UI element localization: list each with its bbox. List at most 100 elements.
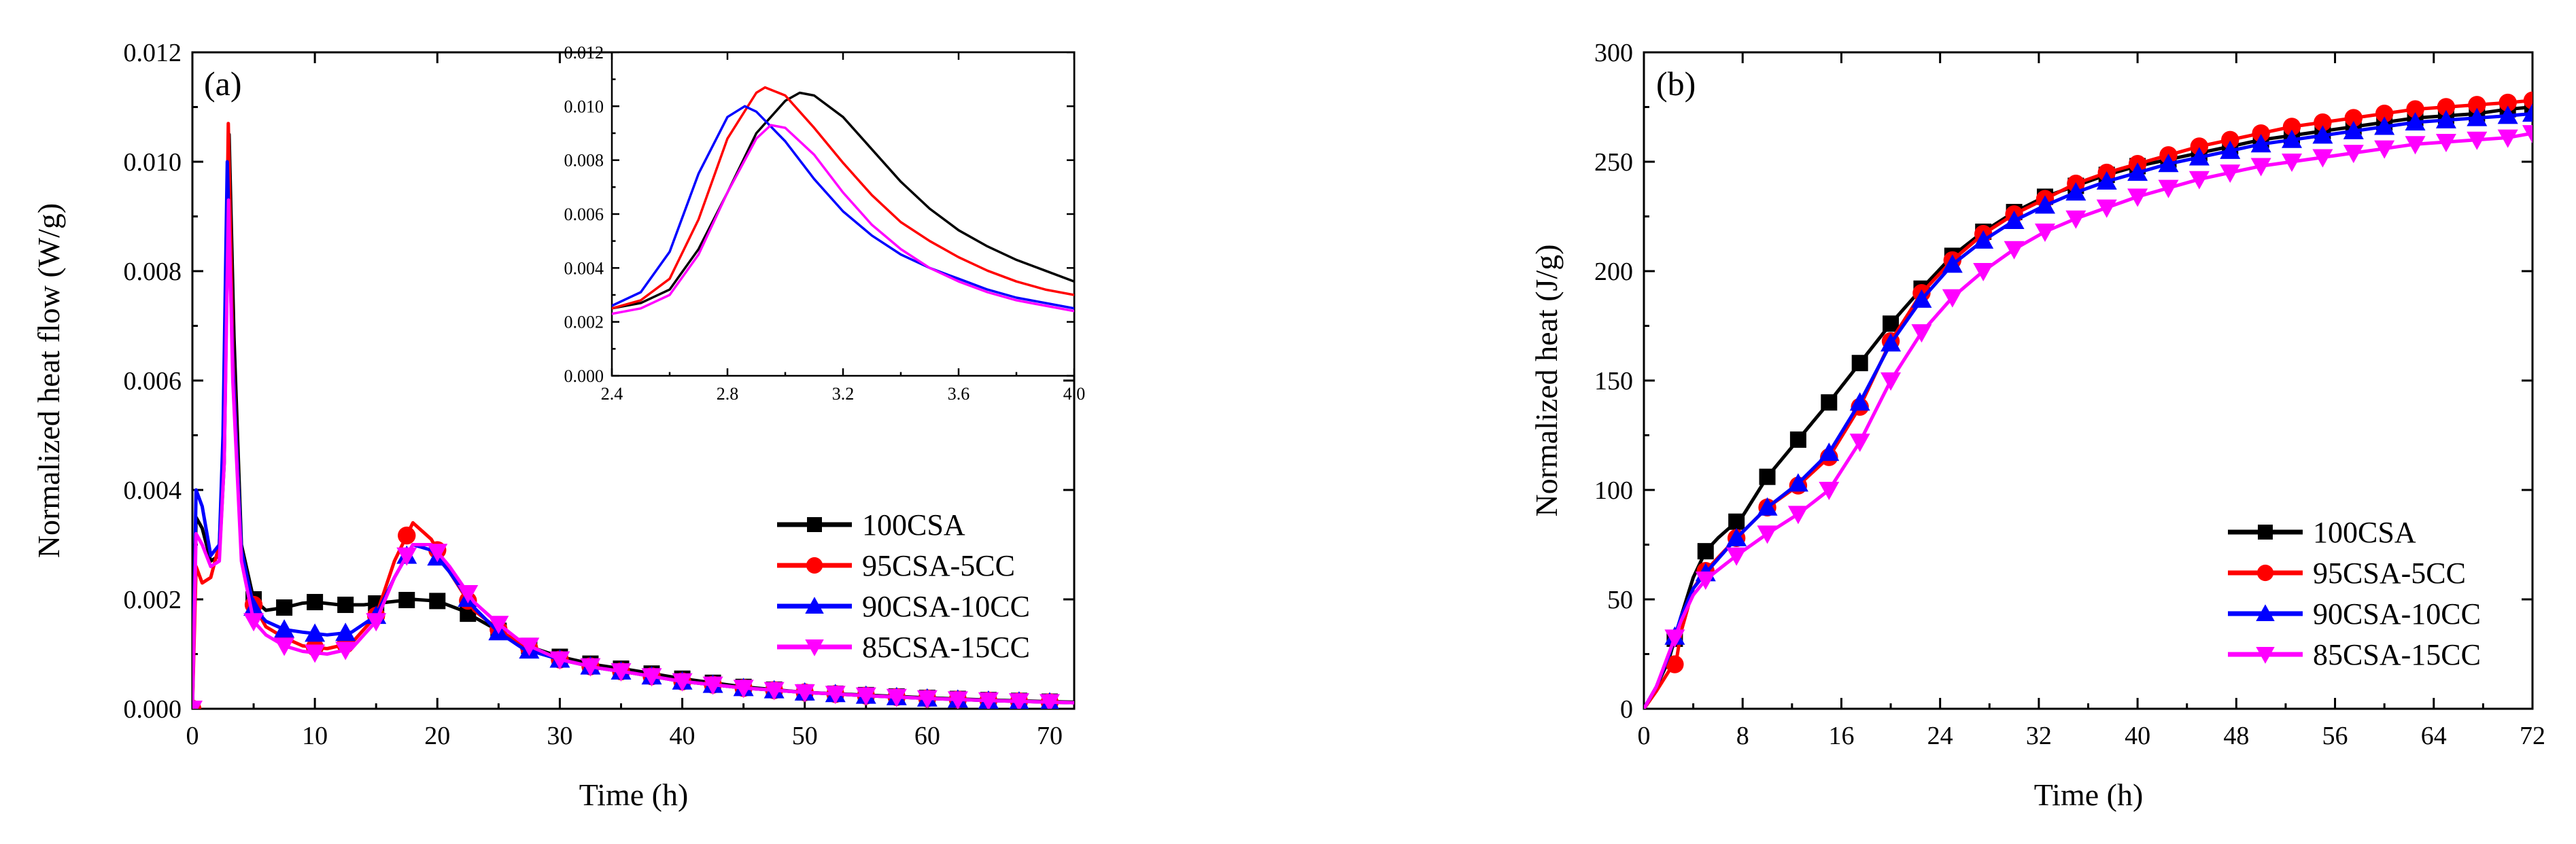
panel-a-point-85CSA-15CC xyxy=(488,616,509,635)
panel-b-point-100CSA xyxy=(1851,355,1868,372)
panel-b-point-90CSA-10CC xyxy=(1819,442,1840,461)
panel-b-x-tick-label: 64 xyxy=(2421,722,2447,750)
panel-b-point-90CSA-10CC xyxy=(2497,105,2518,124)
panel-b-cumulative-heat-chart: 0 8 16 24 32 40 48 56 64 72 0 50 100 150 200 250 300 (b)… xyxy=(1529,39,2545,812)
panel-b-point-90CSA-10CC xyxy=(1849,392,1870,411)
panel-a-inset-y-tick-label: 0.002 xyxy=(564,313,604,332)
panel-a-x-tick-label: 20 xyxy=(424,722,450,750)
panel-a-inset-line-95CSA-5CC xyxy=(612,86,1074,310)
panel-a-x-tick-label: 50 xyxy=(792,722,818,750)
panel-a-y-tick-label: 0.004 xyxy=(124,476,182,505)
panel-b-point-85CSA-15CC xyxy=(2250,158,2271,177)
panel-a-inset-y-tick-label: 0.000 xyxy=(564,366,604,386)
panel-b-point-95CSA-5CC xyxy=(2498,93,2517,112)
panel-b-point-85CSA-15CC xyxy=(1726,547,1747,566)
panel-a-x-tick-label: 70 xyxy=(1037,722,1063,750)
panel-b-point-85CSA-15CC xyxy=(2096,199,2117,218)
panel-b-plot-area: 0 8 16 24 32 40 48 56 64 72 0 50 100 150 200 250 300 xyxy=(1594,39,2545,750)
panel-b-x-axis-title: Time (h) xyxy=(2034,777,2144,812)
panel-a-inset-line-90CSA-10CC xyxy=(612,105,1074,310)
panel-a-legend-marker xyxy=(805,597,824,614)
panel-b-point-95CSA-5CC xyxy=(2437,98,2456,116)
panel-b-x-tick-label: 40 xyxy=(2125,722,2150,750)
panel-b-point-95CSA-5CC xyxy=(2282,118,2301,136)
panel-b-point-100CSA xyxy=(1728,513,1745,530)
panel-a-point-95CSA-5CC xyxy=(398,526,416,545)
panel-b-legend-marker xyxy=(2256,604,2275,621)
panel-b-point-90CSA-10CC xyxy=(1757,497,1778,516)
panel-b-legend-label: 90CSA-10CC xyxy=(2313,597,2481,631)
panel-a-point-90CSA-10CC xyxy=(274,619,295,638)
panel-a-legend-label: 95CSA-5CC xyxy=(862,549,1015,582)
panel-a-point-85CSA-15CC xyxy=(794,684,815,703)
panel-b-point-85CSA-15CC xyxy=(1911,324,1932,343)
panel-b-point-90CSA-10CC xyxy=(1726,527,1747,546)
panel-a-inset-line-85CSA-15CC xyxy=(612,124,1074,315)
panel-a-inset-line-100CSA xyxy=(612,91,1074,310)
panel-b-point-90CSA-10CC xyxy=(2004,210,2025,229)
panel-a-inset-x-tick-label: 2.4 xyxy=(601,384,623,404)
panel-b-point-85CSA-15CC xyxy=(2343,145,2364,164)
panel-b-y-tick-label: 100 xyxy=(1594,476,1633,505)
panel-a-point-85CSA-15CC xyxy=(825,686,846,705)
panel-a-inset-y-tick-label: 0.008 xyxy=(564,151,604,171)
panel-a-point-85CSA-15CC xyxy=(519,637,540,656)
panel-b-legend-marker xyxy=(2256,564,2274,582)
panel-b-point-95CSA-5CC xyxy=(2314,113,2332,132)
panel-b-point-85CSA-15CC xyxy=(1757,525,1778,544)
panel-b-point-90CSA-10CC xyxy=(2312,125,2333,144)
panel-a-point-90CSA-10CC xyxy=(335,622,356,641)
panel-b-point-95CSA-5CC xyxy=(2468,96,2486,114)
panel-a-point-85CSA-15CC xyxy=(580,658,601,677)
panel-b-point-85CSA-15CC xyxy=(2034,224,2055,243)
panel-b-point-95CSA-5CC xyxy=(2190,137,2209,156)
panel-b-point-85CSA-15CC xyxy=(2405,136,2426,155)
panel-b-x-tick-label: 32 xyxy=(2026,722,2052,750)
panel-a-point-85CSA-15CC xyxy=(702,676,723,695)
panel-a-point-85CSA-15CC xyxy=(1008,693,1029,709)
panel-a-point-90CSA-10CC xyxy=(305,623,326,642)
panel-a-point-100CSA xyxy=(276,599,293,616)
panel-b-point-85CSA-15CC xyxy=(2065,210,2086,229)
panel-b-point-85CSA-15CC xyxy=(2522,125,2532,144)
panel-b-point-85CSA-15CC xyxy=(1942,289,1963,308)
panel-b-point-85CSA-15CC xyxy=(2282,154,2303,172)
panel-a-point-85CSA-15CC xyxy=(855,687,876,706)
panel-b-point-85CSA-15CC xyxy=(1819,482,1840,500)
panel-a-series-85CSA-15CC xyxy=(192,198,1074,709)
panel-a-x-axis-title: Time (h) xyxy=(579,777,689,812)
panel-b-point-100CSA xyxy=(1759,468,1776,485)
panel-b-point-90CSA-10CC xyxy=(2522,103,2532,122)
panel-a-legend-marker xyxy=(805,639,824,656)
panel-b-legend-marker xyxy=(2258,525,2273,540)
panel-a-point-85CSA-15CC xyxy=(243,613,264,632)
panel-b-point-100CSA xyxy=(1697,543,1714,560)
panel-b-point-85CSA-15CC xyxy=(2188,171,2210,190)
panel-b-point-90CSA-10CC xyxy=(1973,230,1994,249)
panel-b-point-90CSA-10CC xyxy=(2250,134,2271,153)
panel-b-series-85CSA-15CC xyxy=(1644,125,2532,709)
panel-b-point-95CSA-5CC xyxy=(2344,109,2363,127)
panel-a-x-tick-label: 30 xyxy=(547,722,572,750)
panel-b-point-85CSA-15CC xyxy=(2497,129,2518,148)
panel-b-point-90CSA-10CC xyxy=(2127,162,2148,181)
panel-a-x-tick-label: 40 xyxy=(670,722,695,750)
panel-b-y-tick-label: 150 xyxy=(1594,367,1633,395)
panel-a-point-85CSA-15CC xyxy=(886,688,907,707)
panel-a-point-85CSA-15CC xyxy=(641,668,662,687)
panel-a-x-tick-label: 0 xyxy=(186,722,199,750)
panel-a-x-tick-label: 60 xyxy=(914,722,940,750)
panel-b-point-90CSA-10CC xyxy=(2435,109,2456,128)
panel-b-x-tick-label: 56 xyxy=(2322,722,2348,750)
panel-a-point-85CSA-15CC xyxy=(763,682,785,701)
panel-b-x-tick-label: 0 xyxy=(1638,722,1651,750)
panel-b-legend-marker xyxy=(2256,647,2275,664)
panel-b-series-90CSA-10CC xyxy=(1644,103,2532,709)
panel-b-point-95CSA-5CC xyxy=(2221,130,2239,149)
panel-a-point-90CSA-10CC xyxy=(243,597,264,616)
panel-b-point-90CSA-10CC xyxy=(1911,289,1932,308)
panel-a-y-tick-label: 0.000 xyxy=(124,695,182,724)
panel-b-point-90CSA-10CC xyxy=(2374,116,2395,135)
panel-a-y-tick-label: 0.002 xyxy=(124,586,182,614)
panel-b-point-85CSA-15CC xyxy=(1973,263,1994,281)
